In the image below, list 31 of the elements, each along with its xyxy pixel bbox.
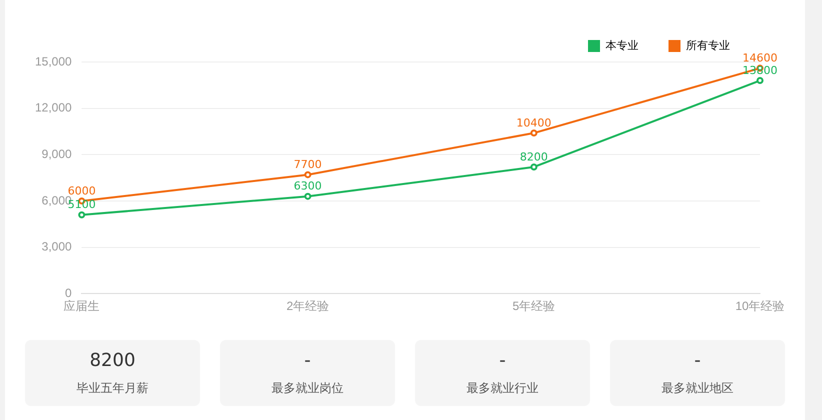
text: - [693,350,702,373]
x-tick-label: 5年经验 [512,299,556,314]
text: - [498,350,507,373]
text: 最多就业行业 [466,380,540,397]
legend-label: 本专业 [606,39,638,52]
data-label: 10400 [516,116,552,130]
point [530,130,538,137]
data-label: 6300 [294,180,322,193]
y-tick-label: 12,000 [35,100,72,115]
data-label: 7700 [294,158,322,172]
x-tick-label: 2年经验 [286,299,330,314]
x-tick-label: 10年经验 [735,299,785,314]
y-tick-label: 3,000 [42,240,72,254]
data-label: 14600 [742,52,778,65]
text: 8200 [88,350,136,373]
point [304,171,312,178]
x-tick-label: 应届生 [64,299,100,314]
data-label: 8200 [520,150,548,164]
y-tick-label: 9,000 [42,146,72,161]
point [530,163,538,170]
text: 最多就业岗位 [270,380,344,397]
legend-label: 所有专业 [686,39,730,52]
y-tick-label: 15,000 [35,54,72,68]
point [304,192,312,200]
point [756,77,764,84]
text: 最多就业地区 [660,380,734,397]
text: - [303,350,312,373]
y-tick-label: 0 [65,286,72,300]
data-label: 6000 [68,184,96,198]
text: 毕业五年月薪 [76,380,150,397]
point [78,211,86,218]
